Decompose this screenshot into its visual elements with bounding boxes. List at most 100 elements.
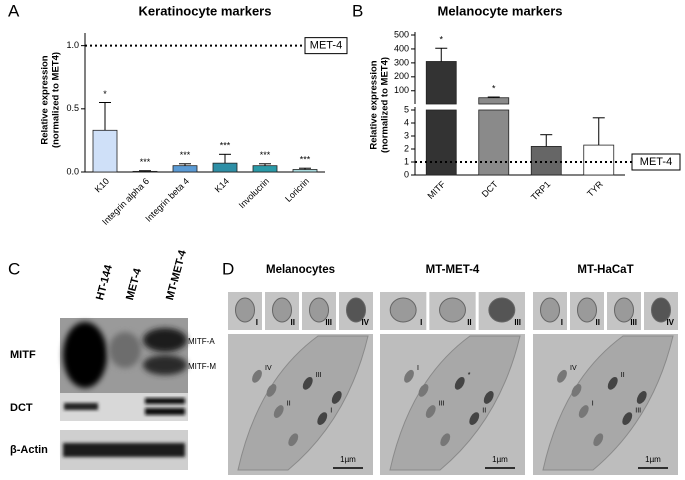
bar [478, 97, 510, 105]
lane-label: HT-144 [94, 263, 115, 302]
inset-label: II [291, 318, 295, 327]
row-label: DCT [10, 402, 33, 414]
x-tick-label: TYR [585, 179, 605, 199]
y-axis-label: (normalized to MET4) [380, 57, 391, 153]
bar [583, 144, 615, 176]
y-tick-label: 500 [394, 29, 409, 39]
bar [530, 145, 562, 176]
melanosome [593, 433, 604, 447]
row-label: MITF [10, 349, 36, 361]
melanosome [266, 384, 277, 397]
row-label: β-Actin [10, 444, 48, 456]
melanosome [331, 391, 342, 404]
chart-title: Melanocyte markers [437, 3, 562, 18]
organelle [308, 297, 330, 323]
organelle [650, 297, 672, 323]
organelle [234, 297, 256, 323]
y-axis-label: (normalized to MET4) [51, 52, 62, 148]
organelle-label: IV [570, 365, 577, 372]
bar [252, 165, 278, 173]
y-axis-label: Relative expression [40, 55, 51, 144]
scale-label: 1µm [645, 455, 661, 464]
organelle-label: * [468, 372, 471, 379]
lane-label: MT-MET-4 [164, 248, 189, 302]
scale-label: 1µm [492, 455, 508, 464]
melanosome [288, 433, 299, 447]
bar [212, 162, 238, 173]
group-title: MT-HaCaT [577, 264, 633, 276]
scale-label: 1µm [340, 455, 356, 464]
melanosome [418, 384, 429, 397]
organelle-label: I [330, 407, 332, 414]
band [143, 355, 187, 375]
bar [425, 109, 457, 176]
y-tick-label: 2 [404, 143, 409, 153]
band [145, 398, 185, 404]
organelle [271, 297, 293, 323]
melanosome [404, 369, 414, 383]
organelle-label: I [417, 365, 419, 372]
organelle-label: IV [265, 365, 272, 372]
x-tick-label: MITF [425, 179, 447, 201]
significance: * [103, 89, 107, 99]
organelle [488, 297, 516, 323]
melanosome [483, 391, 494, 404]
x-tick-label: K14 [213, 176, 231, 194]
inset-label: IV [666, 318, 674, 327]
band [143, 328, 187, 352]
melanosome [302, 376, 313, 390]
significance: *** [300, 155, 311, 165]
melanosome [557, 369, 567, 383]
melanosome [317, 412, 328, 425]
organelle-label: II [621, 372, 625, 379]
bar [425, 61, 457, 105]
cell [542, 335, 674, 471]
cell [389, 335, 521, 471]
y-tick-label: 1.0 [66, 40, 79, 50]
panel-label: A [8, 1, 20, 20]
cell [237, 335, 369, 471]
x-tick-label: DCT [480, 179, 501, 200]
organelle-label: III [439, 400, 445, 407]
melanosome [578, 405, 589, 418]
x-tick-label: K10 [93, 176, 111, 194]
melanosome [636, 391, 647, 404]
y-tick-label: 1 [404, 156, 409, 166]
bar [92, 129, 118, 173]
melanosome [571, 384, 582, 397]
y-tick-label: 5 [404, 104, 409, 114]
inset-label: III [514, 318, 521, 327]
y-tick-label: 3 [404, 130, 409, 140]
y-tick-label: 100 [394, 85, 409, 95]
melanosome [607, 376, 618, 390]
significance: * [492, 83, 496, 93]
group-title: Melanocytes [266, 264, 335, 276]
x-tick-label: Involucrin [237, 176, 271, 210]
bar [172, 165, 198, 173]
panel-label: D [222, 259, 234, 278]
x-tick-label: TRP1 [529, 179, 552, 202]
inset-label: I [256, 318, 258, 327]
significance: *** [140, 157, 151, 167]
reference-box [631, 153, 681, 171]
organelle-label: II [482, 407, 486, 414]
inset-label: I [420, 318, 422, 327]
melanosome [440, 433, 451, 447]
group-title: MT-MET-4 [426, 264, 480, 276]
panel-label: B [352, 1, 363, 20]
band [145, 408, 185, 415]
organelle-label: I [592, 400, 594, 407]
melanosome [273, 405, 284, 418]
inset-label: IV [361, 318, 369, 327]
band-label: MITF-A [188, 337, 215, 346]
y-tick-label: 0.5 [66, 103, 79, 113]
blot [60, 318, 188, 470]
significance: *** [220, 141, 231, 151]
y-tick-label: 200 [394, 71, 409, 81]
reference-label: MET-4 [640, 156, 672, 168]
significance: * [439, 35, 443, 45]
organelle [539, 297, 561, 323]
